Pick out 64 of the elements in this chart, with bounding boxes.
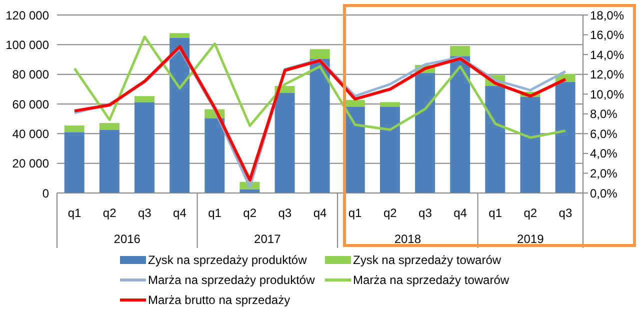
x-tick-label: q4 xyxy=(173,206,187,220)
bar xyxy=(99,122,120,130)
bar xyxy=(450,46,470,56)
y2-tick-label: 6,0% xyxy=(590,126,618,141)
bar xyxy=(64,132,84,193)
bar xyxy=(450,56,470,193)
bar xyxy=(170,33,190,38)
x-tick-label: q1 xyxy=(68,206,82,220)
y-tick-label: 80 000 xyxy=(12,68,50,82)
x-tick-label: q3 xyxy=(558,206,572,220)
bar xyxy=(310,59,330,193)
y2-tick-label: 16,0% xyxy=(590,28,624,42)
bar xyxy=(344,100,365,107)
x-tick-label: q2 xyxy=(383,206,398,220)
line-series xyxy=(73,36,567,139)
bar xyxy=(274,93,295,193)
bar xyxy=(485,86,506,193)
y2-tick-label: 18,0% xyxy=(590,8,624,22)
bar xyxy=(170,38,190,193)
x-tick-label: q4 xyxy=(454,206,468,220)
x-tick-label: q1 xyxy=(488,206,502,220)
text: 2019 xyxy=(517,232,544,246)
bar xyxy=(555,82,576,193)
bar xyxy=(415,72,436,193)
legend-label: Zysk na sprzedaży towarów xyxy=(353,253,502,267)
y2-tick-label: 10,0% xyxy=(590,87,624,102)
text: 2016 xyxy=(114,232,141,246)
y-tick-label: 60 000 xyxy=(12,97,50,112)
y-tick-label: 0 xyxy=(42,186,50,200)
bar xyxy=(520,96,540,193)
y-tick-label: 20 000 xyxy=(12,156,50,171)
bar xyxy=(310,49,330,60)
y-tick-label: 120 000 xyxy=(6,8,50,22)
x-tick-label: q1 xyxy=(348,206,362,220)
legend-label: Marża na sprzedaży produktów xyxy=(148,273,315,287)
x-tick-label: q2 xyxy=(243,206,257,220)
bar xyxy=(134,102,154,193)
bar xyxy=(380,102,400,107)
bar xyxy=(134,96,154,102)
legend-label: Zysk na sprzedaży produktów xyxy=(148,253,307,267)
y2-tick-label: 14,0% xyxy=(590,48,624,62)
text: 2018 xyxy=(394,232,422,246)
bar xyxy=(64,126,84,132)
y2-tick-label: 0,0% xyxy=(590,186,618,200)
y-tick-label: 100 000 xyxy=(6,38,50,52)
x-tick-label: q1 xyxy=(208,206,222,220)
y2-tick-label: 12,0% xyxy=(590,68,624,82)
bar xyxy=(344,106,365,193)
y2-tick-label: 8,0% xyxy=(590,107,618,122)
x-tick-label: q4 xyxy=(313,206,327,220)
legend-label: Marża brutto na sprzedaży xyxy=(148,293,290,307)
x-tick-label: q2 xyxy=(524,206,538,220)
bar xyxy=(99,130,120,193)
bar xyxy=(204,118,225,193)
y2-tick-label: 4,0% xyxy=(590,146,618,161)
x-tick-label: q3 xyxy=(138,206,152,220)
x-tick-label: q3 xyxy=(418,206,432,220)
y2-tick-label: 2,0% xyxy=(590,166,618,180)
text: 2017 xyxy=(254,232,282,246)
x-tick-label: q3 xyxy=(278,206,292,220)
x-tick-label: q2 xyxy=(102,206,117,220)
y-tick-label: 40 000 xyxy=(12,126,50,141)
bar xyxy=(380,106,400,193)
legend-label: Marża na sprzedaży towarów xyxy=(353,273,510,287)
